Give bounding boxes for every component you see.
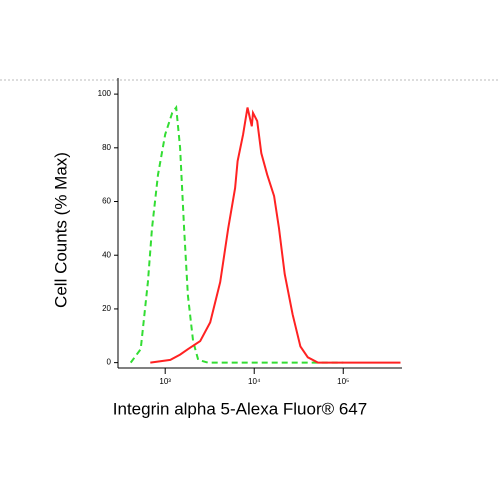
- x-tick-label: 10⁵: [337, 377, 349, 386]
- y-axis-label: Cell Counts (% Max): [51, 152, 70, 308]
- x-axis-label: Integrin alpha 5-Alexa Fluor® 647: [113, 399, 367, 418]
- y-tick-label: 100: [98, 89, 112, 98]
- y-tick-label: 80: [102, 143, 111, 152]
- y-tick-label: 40: [102, 250, 111, 259]
- x-tick-label: 10⁴: [248, 377, 261, 386]
- y-tick-label: 20: [102, 304, 111, 313]
- x-tick-label: 10³: [159, 377, 171, 386]
- series-line: [150, 107, 401, 364]
- series-line: [129, 104, 344, 364]
- y-tick-label: 60: [102, 197, 111, 206]
- y-tick-label: 0: [107, 358, 112, 367]
